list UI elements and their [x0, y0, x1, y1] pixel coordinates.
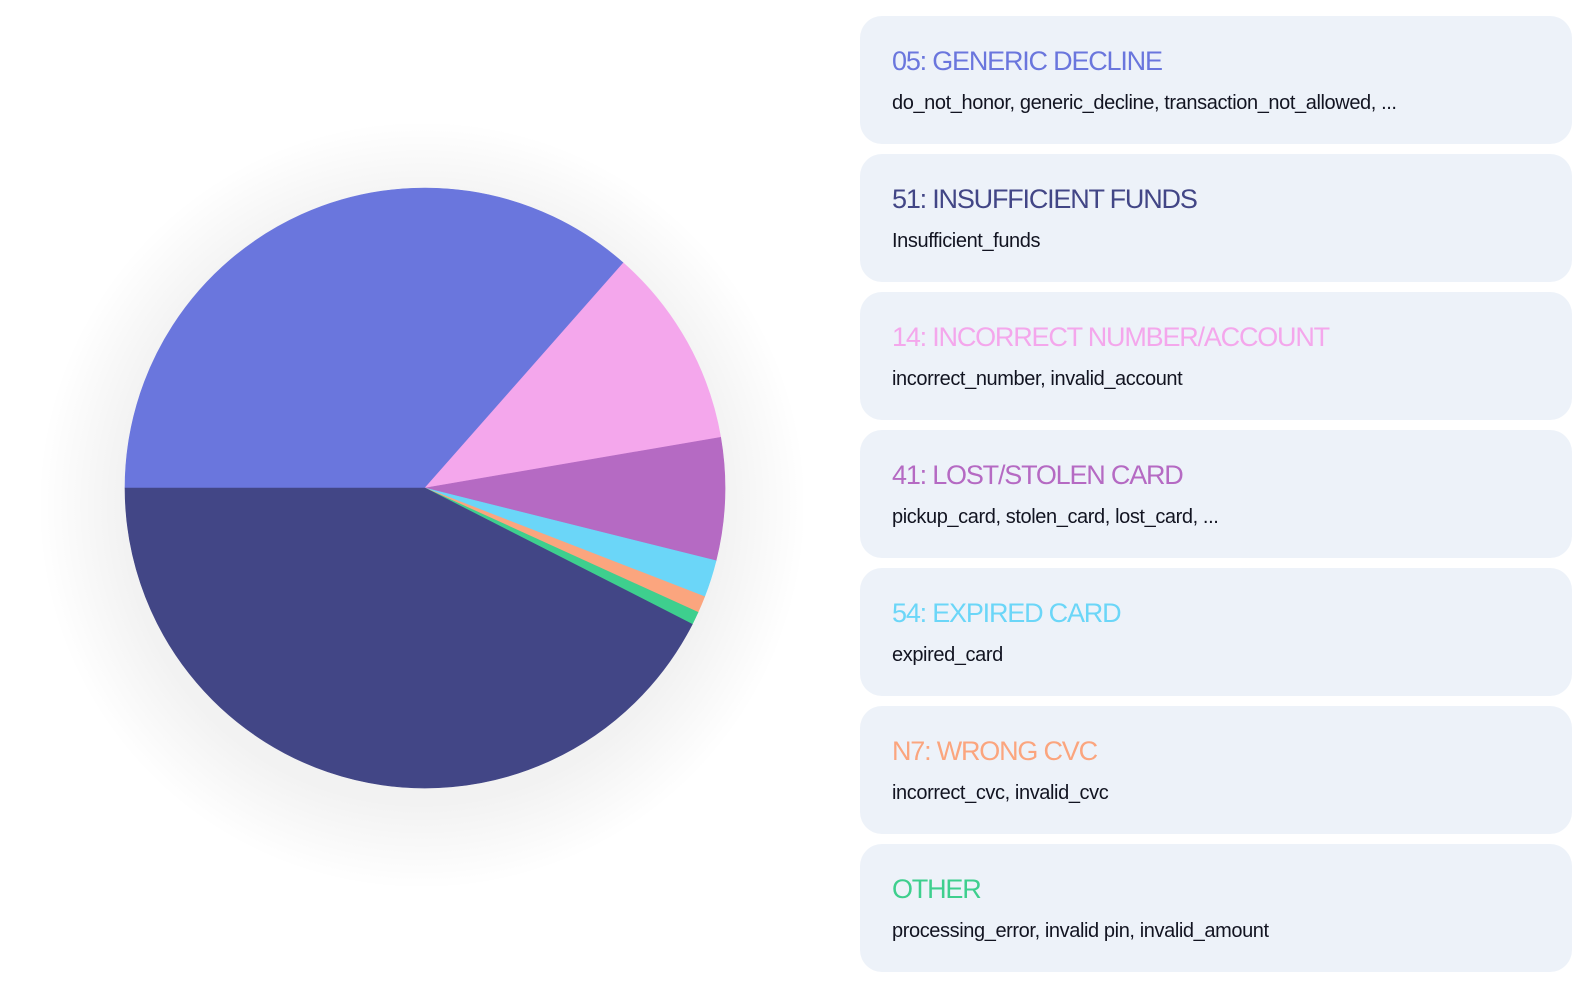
legend-description: do_not_honor, generic_decline, transacti… [892, 92, 1397, 114]
legend-item-wrong-cvc: N7: WRONG CVC incorrect_cvc, invalid_cvc [860, 706, 1572, 834]
legend-title: 41: LOST/STOLEN CARD [892, 460, 1184, 490]
pie-slice-41-lost-stolen-card [424, 437, 726, 562]
pie-slice-51-insufficient-funds [124, 487, 693, 789]
legend-item-expired-card: 54: EXPIRED CARD expired_card [860, 568, 1572, 696]
pie-chart-svg [37, 120, 807, 890]
pie-slice-14-incorrect-number-account [424, 262, 722, 489]
legend-title: 05: GENERIC DECLINE [892, 46, 1163, 76]
legend-description: pickup_card, stolen_card, lost_card, ... [892, 506, 1219, 528]
legend-title: 51: INSUFFICIENT FUNDS [892, 184, 1198, 214]
pie-slice-05-generic-decline [124, 187, 624, 489]
legend-title: 54: EXPIRED CARD [892, 598, 1122, 628]
legend-description: Insufficient_funds [892, 230, 1041, 252]
legend-description: incorrect_number, invalid_account [892, 368, 1183, 390]
legend-item-other: OTHER processing_error, invalid pin, inv… [860, 844, 1572, 972]
legend: 05: GENERIC DECLINE do_not_honor, generi… [860, 16, 1572, 982]
legend-description: processing_error, invalid pin, invalid_a… [892, 920, 1269, 942]
legend-title: N7: WRONG CVC [892, 736, 1098, 766]
pie-slices [124, 187, 726, 789]
legend-item-insufficient-funds: 51: INSUFFICIENT FUNDS Insufficient_fund… [860, 154, 1572, 282]
legend-description: expired_card [892, 644, 1003, 666]
legend-description: incorrect_cvc, invalid_cvc [892, 782, 1109, 804]
legend-item-incorrect-number: 14: INCORRECT NUMBER/ACCOUNT incorrect_n… [860, 292, 1572, 420]
legend-item-generic-decline: 05: GENERIC DECLINE do_not_honor, generi… [860, 16, 1572, 144]
pie-chart [37, 120, 807, 890]
legend-title: 14: INCORRECT NUMBER/ACCOUNT [892, 322, 1330, 352]
legend-item-lost-stolen-card: 41: LOST/STOLEN CARD pickup_card, stolen… [860, 430, 1572, 558]
legend-title: OTHER [892, 874, 982, 904]
